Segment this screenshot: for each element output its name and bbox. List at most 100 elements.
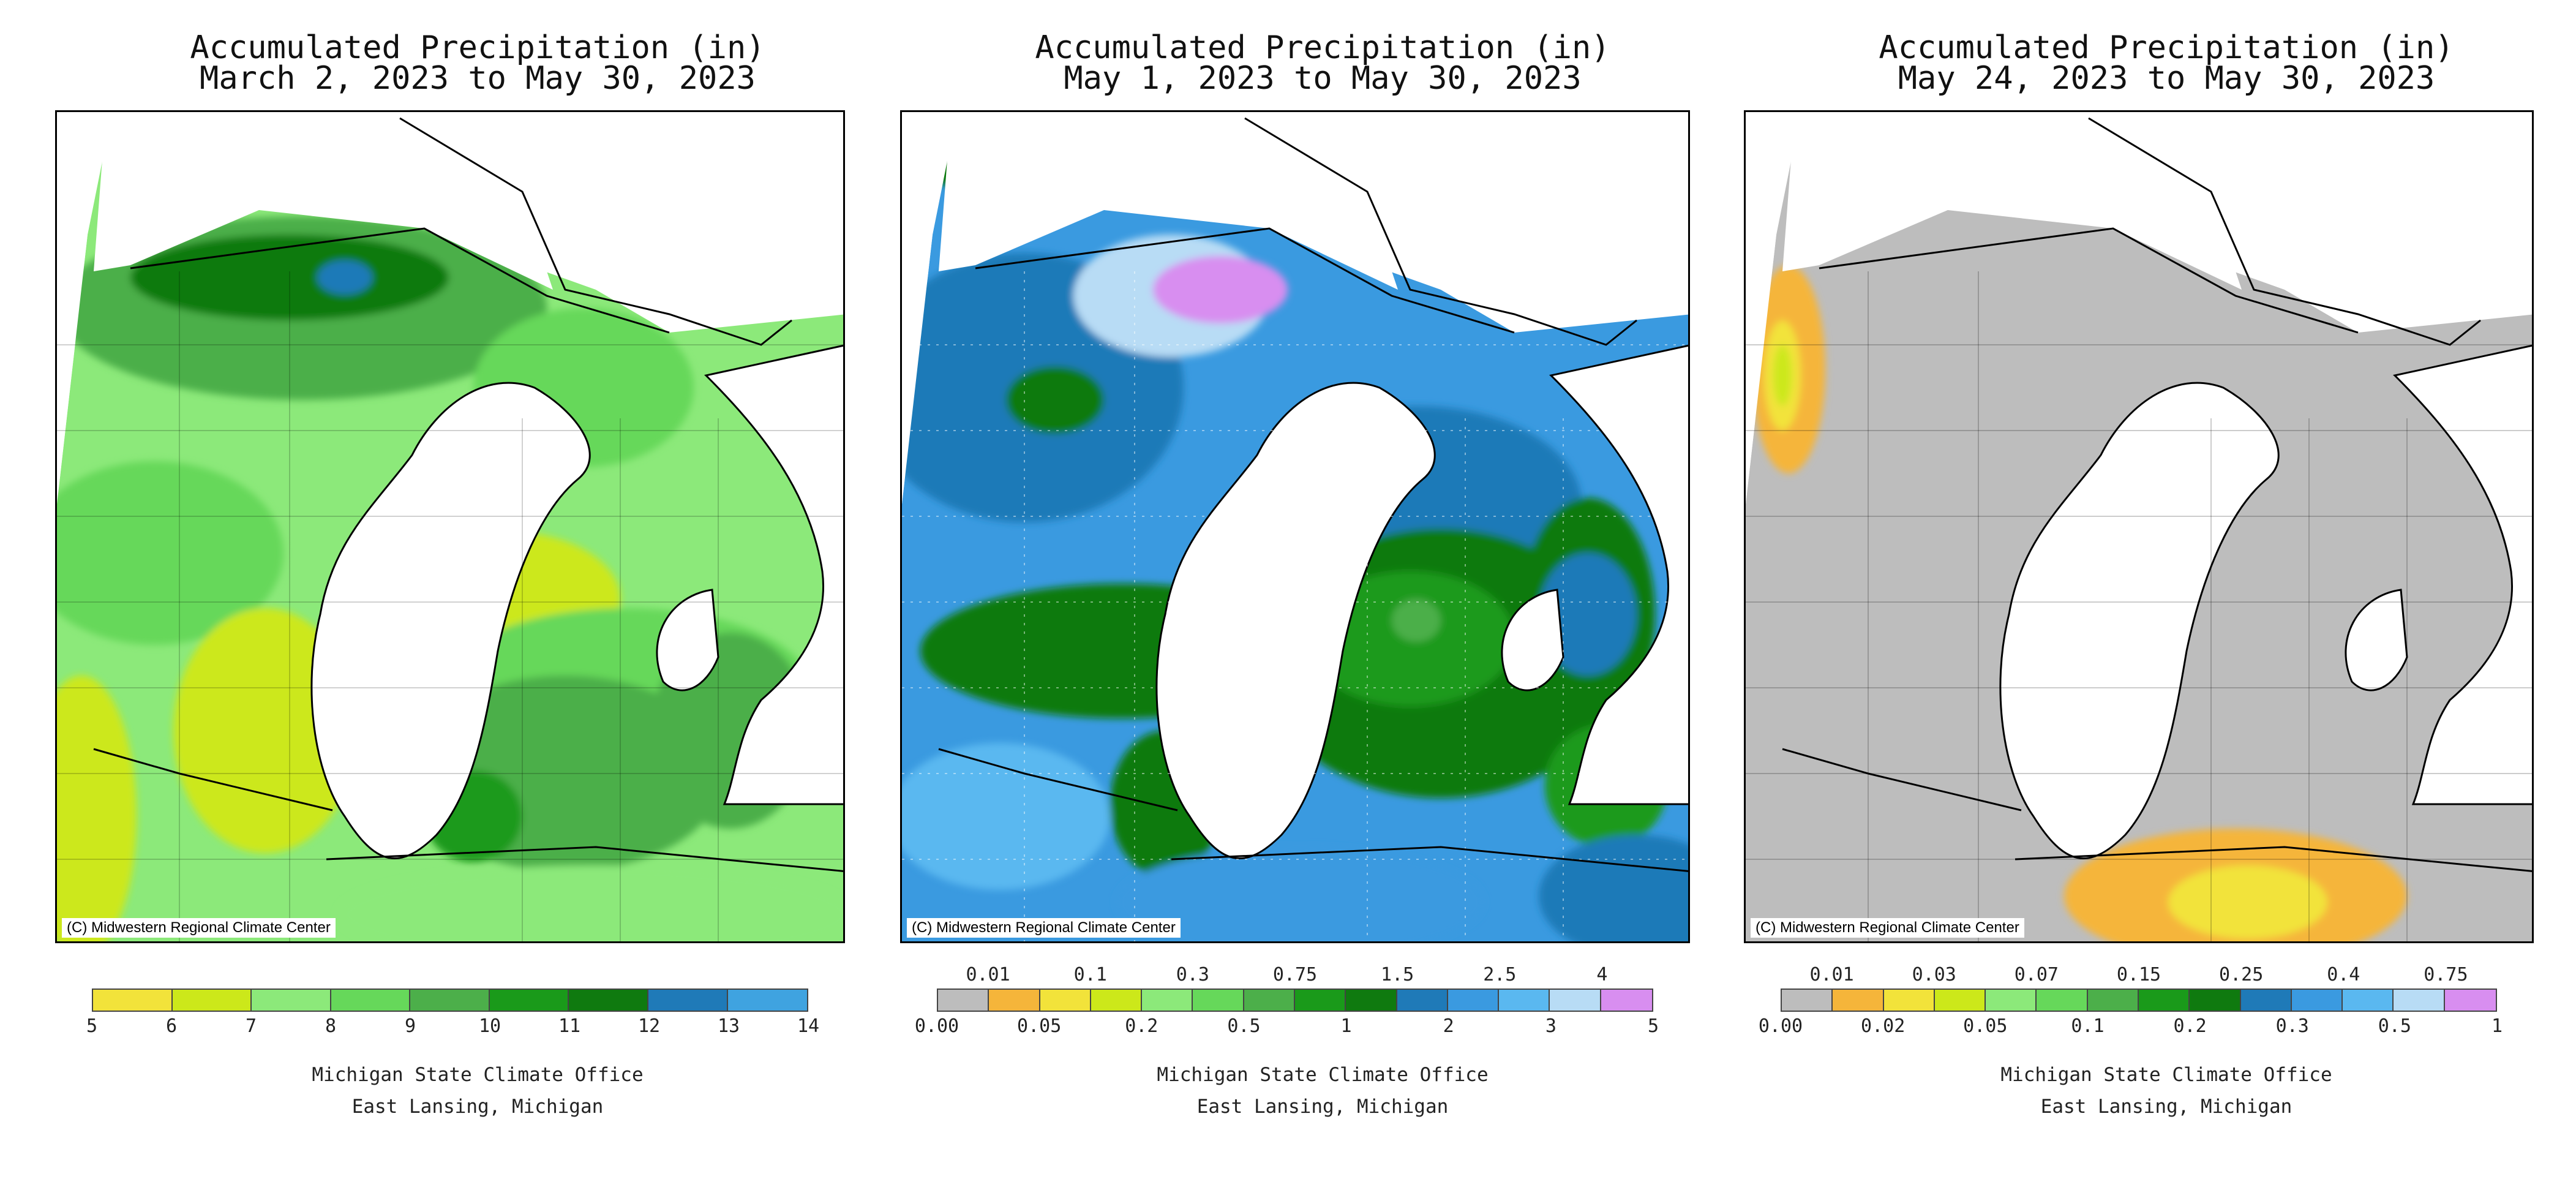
legend-swatch	[648, 990, 728, 1011]
legend-swatch	[727, 990, 808, 1011]
footer-organization: Michigan State Climate Office	[2000, 1064, 2332, 1086]
legend-swatch	[252, 990, 331, 1011]
legend-tick-label: 0.00	[914, 1015, 959, 1037]
legend-swatch	[2444, 990, 2496, 1011]
legend-swatch	[1782, 990, 1833, 1011]
legend-tick-label: 9	[404, 1015, 416, 1037]
legend-swatch	[2291, 990, 2343, 1011]
map-title: Accumulated Precipitation (in)	[1879, 29, 2454, 66]
legend-tick-label: 0.5	[1227, 1015, 1261, 1037]
map-credit: (C) Midwestern Regional Climate Center	[907, 918, 1181, 938]
legend-tick-label: 0.4	[2327, 964, 2360, 985]
footer-organization: Michigan State Climate Office	[312, 1064, 644, 1086]
legend-swatch	[331, 990, 411, 1011]
legend-swatch	[1448, 990, 1500, 1011]
legend-tick-label: 0.1	[2071, 1015, 2105, 1037]
legend-tick-label: 11	[558, 1015, 581, 1037]
legend-tick-label: 0.75	[1272, 964, 1318, 985]
legend-swatch	[1244, 990, 1295, 1011]
legend-swatch	[1397, 990, 1448, 1011]
legend-swatch	[1091, 990, 1143, 1011]
legend-tick-label: 1	[2491, 1015, 2503, 1037]
legend-tick-label: 5	[86, 1015, 98, 1037]
legend-swatch	[1193, 990, 1244, 1011]
legend-tick-label: 1	[1340, 1015, 1352, 1037]
legend-tick-label: 14	[797, 1015, 820, 1037]
map-credit: (C) Midwestern Regional Climate Center	[1751, 918, 2024, 938]
legend-swatch	[989, 990, 1040, 1011]
legend-swatch	[1040, 990, 1091, 1011]
legend-tick-label: 0.05	[1963, 1015, 2008, 1037]
legend-tick-label: 0.07	[2014, 964, 2059, 985]
color-legend-bar	[1781, 989, 2497, 1012]
legend-swatch	[1294, 990, 1346, 1011]
legend-swatch	[1934, 990, 1986, 1011]
footer-location: East Lansing, Michigan	[2040, 1096, 2292, 1118]
michigan-precip-map-graphic	[902, 112, 1688, 941]
map-panel-last-week: Accumulated Precipitation (in) May 24, 2…	[1744, 0, 2576, 1190]
legend-tick-label: 0.2	[1125, 1015, 1158, 1037]
legend-swatch	[1550, 990, 1601, 1011]
legend-tick-label: 0.25	[2219, 964, 2264, 985]
legend-swatch	[2138, 990, 2190, 1011]
map-date-range: March 2, 2023 to May 30, 2023	[200, 60, 756, 97]
legend-tick-label: 12	[637, 1015, 661, 1037]
legend-tick-label: 0.03	[1912, 964, 1956, 985]
michigan-precip-map-graphic	[1746, 112, 2532, 941]
precipitation-map: (C) Midwestern Regional Climate Center	[900, 110, 1690, 943]
legend-swatch	[1601, 990, 1652, 1011]
legend-tick-label: 0.05	[1017, 1015, 1062, 1037]
legend-tick-label: 2	[1443, 1015, 1454, 1037]
legend-tick-label: 0.01	[1809, 964, 1854, 985]
legend-swatch	[2087, 990, 2139, 1011]
legend-swatch	[1986, 990, 2037, 1011]
legend-tick-label: 0.3	[2275, 1015, 2309, 1037]
footer-organization: Michigan State Climate Office	[1157, 1064, 1489, 1086]
legend-tick-label: 5	[1647, 1015, 1659, 1037]
legend-tick-label: 3	[1545, 1015, 1556, 1037]
legend-tick-label: 6	[165, 1015, 178, 1037]
legend-tick-label: 0.3	[1176, 964, 1209, 985]
map-credit: (C) Midwestern Regional Climate Center	[62, 918, 336, 938]
legend-swatch	[1499, 990, 1550, 1011]
legend-swatch	[2190, 990, 2241, 1011]
map-title: Accumulated Precipitation (in)	[190, 29, 765, 66]
legend-tick-label: 8	[325, 1015, 337, 1037]
legend-swatch	[2037, 990, 2088, 1011]
legend-tick-label: 0.15	[2116, 964, 2161, 985]
legend-tick-label: 0.00	[1758, 1015, 1803, 1037]
color-legend-bar	[937, 989, 1653, 1012]
map-date-range: May 1, 2023 to May 30, 2023	[1064, 60, 1582, 97]
legend-tick-label: 0.75	[2424, 964, 2468, 985]
precipitation-map: (C) Midwestern Regional Climate Center	[55, 110, 845, 943]
map-panel-march-to-may: Accumulated Precipitation (in) March 2, …	[55, 0, 900, 1190]
legend-swatch	[2343, 990, 2394, 1011]
legend-tick-label: 4	[1596, 964, 1608, 985]
legend-tick-label: 7	[245, 1015, 257, 1037]
map-title: Accumulated Precipitation (in)	[1035, 29, 1610, 66]
legend-swatch	[1833, 990, 1884, 1011]
legend-swatch	[93, 990, 173, 1011]
legend-swatch	[2394, 990, 2445, 1011]
legend-swatch	[938, 990, 989, 1011]
legend-swatch	[172, 990, 252, 1011]
legend-tick-label: 13	[717, 1015, 740, 1037]
legend-tick-label: 10	[478, 1015, 501, 1037]
precipitation-map: (C) Midwestern Regional Climate Center	[1744, 110, 2534, 943]
legend-tick-label: 0.01	[966, 964, 1010, 985]
legend-swatch	[410, 990, 490, 1011]
footer-location: East Lansing, Michigan	[351, 1096, 604, 1118]
legend-tick-label: 2.5	[1483, 964, 1517, 985]
legend-swatch	[1142, 990, 1193, 1011]
legend-swatch	[1883, 990, 1935, 1011]
map-panel-may: Accumulated Precipitation (in) May 1, 20…	[900, 0, 1745, 1190]
color-legend-bar	[92, 989, 808, 1012]
map-date-range: May 24, 2023 to May 30, 2023	[1898, 60, 2435, 97]
footer-location: East Lansing, Michigan	[1196, 1096, 1449, 1118]
legend-tick-label: 0.2	[2173, 1015, 2207, 1037]
legend-swatch	[569, 990, 648, 1011]
legend-swatch	[489, 990, 569, 1011]
legend-tick-label: 1.5	[1381, 964, 1414, 985]
legend-tick-label: 0.5	[2378, 1015, 2411, 1037]
legend-tick-label: 0.02	[1861, 1015, 1906, 1037]
